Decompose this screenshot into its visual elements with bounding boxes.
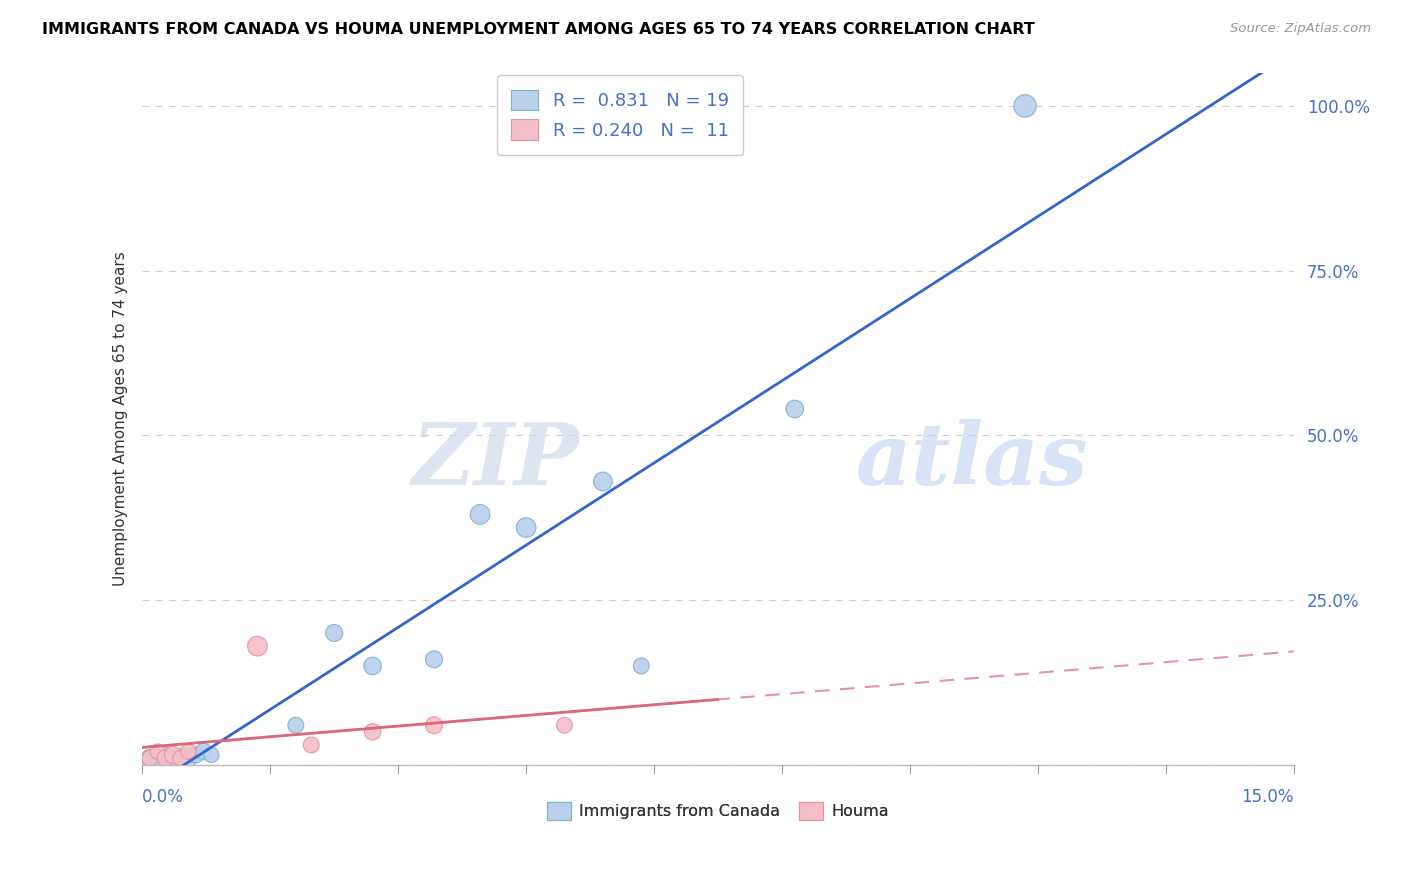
Point — [200, 747, 222, 762]
Text: ZIP: ZIP — [412, 418, 579, 502]
Point — [423, 718, 446, 732]
Point — [592, 475, 614, 489]
Y-axis label: Unemployment Among Ages 65 to 74 years: Unemployment Among Ages 65 to 74 years — [114, 252, 128, 586]
Point — [193, 745, 215, 759]
Point — [184, 747, 207, 762]
Point — [783, 401, 806, 416]
Point — [155, 747, 177, 762]
Point — [170, 751, 193, 765]
Point — [468, 508, 491, 522]
Point — [246, 639, 269, 653]
Point — [139, 751, 162, 765]
Point — [170, 749, 193, 764]
Point — [299, 738, 322, 752]
Point — [361, 659, 384, 673]
Point — [155, 751, 177, 765]
Point — [361, 724, 384, 739]
Text: IMMIGRANTS FROM CANADA VS HOUMA UNEMPLOYMENT AMONG AGES 65 TO 74 YEARS CORRELATI: IMMIGRANTS FROM CANADA VS HOUMA UNEMPLOY… — [42, 22, 1035, 37]
Text: Source: ZipAtlas.com: Source: ZipAtlas.com — [1230, 22, 1371, 36]
Point — [423, 652, 446, 666]
Point — [146, 755, 169, 769]
Point — [630, 659, 652, 673]
Point — [162, 751, 184, 765]
Point — [139, 751, 162, 765]
Point — [515, 520, 537, 534]
Point — [146, 745, 169, 759]
Point — [162, 747, 184, 762]
Point — [177, 745, 200, 759]
Point — [323, 626, 346, 640]
Point — [284, 718, 307, 732]
Text: 15.0%: 15.0% — [1241, 788, 1294, 805]
Point — [553, 718, 575, 732]
Point — [1014, 99, 1036, 113]
Legend: Immigrants from Canada, Houma: Immigrants from Canada, Houma — [541, 796, 896, 826]
Text: 0.0%: 0.0% — [142, 788, 184, 805]
Text: atlas: atlas — [856, 418, 1088, 502]
Point — [177, 751, 200, 765]
